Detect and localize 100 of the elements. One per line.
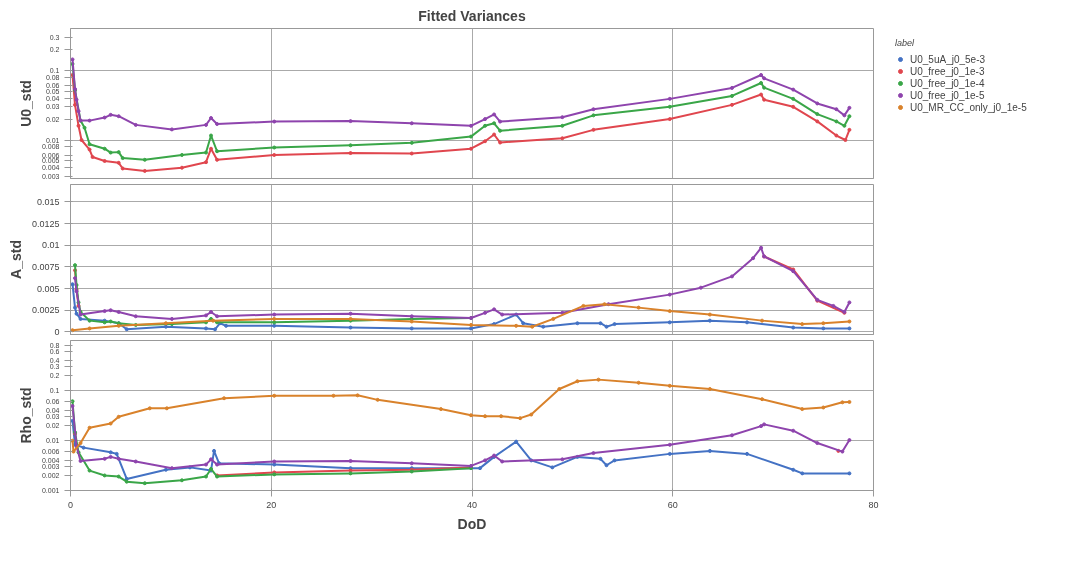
point <box>78 458 83 463</box>
point <box>791 467 796 472</box>
point <box>147 406 152 411</box>
point <box>492 112 497 117</box>
point <box>791 87 796 92</box>
point <box>500 459 505 464</box>
point <box>483 414 488 419</box>
point <box>800 322 805 327</box>
point <box>142 168 147 173</box>
x-tick-label: 20 <box>266 499 277 510</box>
point <box>204 462 209 467</box>
point <box>604 324 609 329</box>
point <box>667 292 672 297</box>
point <box>791 104 796 109</box>
point <box>108 150 113 155</box>
point <box>73 276 78 281</box>
point <box>575 379 580 384</box>
point <box>204 150 209 155</box>
point <box>667 104 672 109</box>
point <box>213 327 218 332</box>
point <box>108 319 113 324</box>
point <box>521 321 526 326</box>
point <box>791 428 796 433</box>
point <box>74 97 79 102</box>
point <box>102 146 107 151</box>
point <box>108 421 113 426</box>
point <box>602 302 607 307</box>
point <box>598 456 603 461</box>
point <box>272 119 277 124</box>
x-tick-label: 40 <box>466 499 478 510</box>
point <box>729 93 734 98</box>
point <box>492 132 497 137</box>
point <box>87 118 92 123</box>
y-axis-title: U0_std <box>17 80 34 127</box>
point <box>215 149 220 154</box>
point <box>759 80 764 85</box>
point <box>834 133 839 138</box>
point <box>348 458 353 463</box>
point <box>438 407 443 412</box>
point <box>483 117 488 122</box>
point <box>483 458 488 463</box>
point <box>331 393 336 398</box>
y-tick-label: 0.005 <box>36 283 60 294</box>
point <box>729 102 734 107</box>
point <box>469 123 473 128</box>
point <box>560 115 565 120</box>
point <box>483 123 488 128</box>
point <box>591 113 596 118</box>
point <box>108 450 113 455</box>
point <box>348 151 353 156</box>
point <box>116 474 121 479</box>
point <box>636 305 641 310</box>
y-tick-label: 0.0125 <box>31 218 60 229</box>
point <box>847 319 852 324</box>
point <box>212 448 217 453</box>
point <box>483 310 488 315</box>
point <box>821 326 826 331</box>
point <box>90 155 95 160</box>
point <box>409 121 414 126</box>
point <box>667 96 672 101</box>
point <box>760 397 765 402</box>
point <box>843 138 848 143</box>
point <box>707 318 712 323</box>
point <box>209 146 214 151</box>
point <box>847 399 852 404</box>
point <box>114 451 119 456</box>
point <box>116 414 121 419</box>
point <box>73 102 78 107</box>
point <box>87 468 92 473</box>
point <box>483 139 488 144</box>
point <box>409 140 414 145</box>
point <box>120 166 125 171</box>
point <box>272 312 277 317</box>
point <box>762 97 767 102</box>
point <box>87 425 92 430</box>
point <box>124 327 129 332</box>
point <box>209 133 214 138</box>
point <box>514 439 519 444</box>
point <box>821 321 826 326</box>
point <box>71 449 76 454</box>
point <box>759 92 764 97</box>
point <box>550 465 555 470</box>
point <box>729 85 734 90</box>
point <box>636 380 641 385</box>
point <box>87 147 92 152</box>
point <box>469 146 473 151</box>
point <box>847 300 852 305</box>
y-tick-label: 0 <box>54 326 60 337</box>
point <box>500 312 505 317</box>
y-tick-label: 0.01 <box>41 240 60 251</box>
point <box>70 282 75 287</box>
point <box>840 449 845 454</box>
point <box>409 151 414 156</box>
point <box>612 458 617 463</box>
point <box>492 121 497 126</box>
point <box>469 322 473 327</box>
point <box>667 117 672 122</box>
point <box>591 127 596 132</box>
point <box>831 303 836 308</box>
x-tick-label: 60 <box>667 499 678 510</box>
